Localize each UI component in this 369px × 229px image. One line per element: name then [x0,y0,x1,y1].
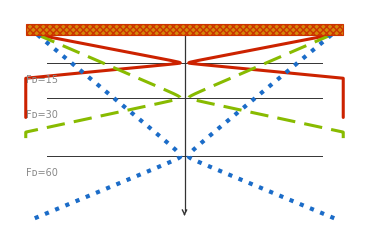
Text: Fᴅ=60: Fᴅ=60 [26,168,58,178]
Text: Fᴅ=30: Fᴅ=30 [26,110,58,120]
Text: Fᴅ=15: Fᴅ=15 [26,75,58,85]
Bar [26,24,343,35]
